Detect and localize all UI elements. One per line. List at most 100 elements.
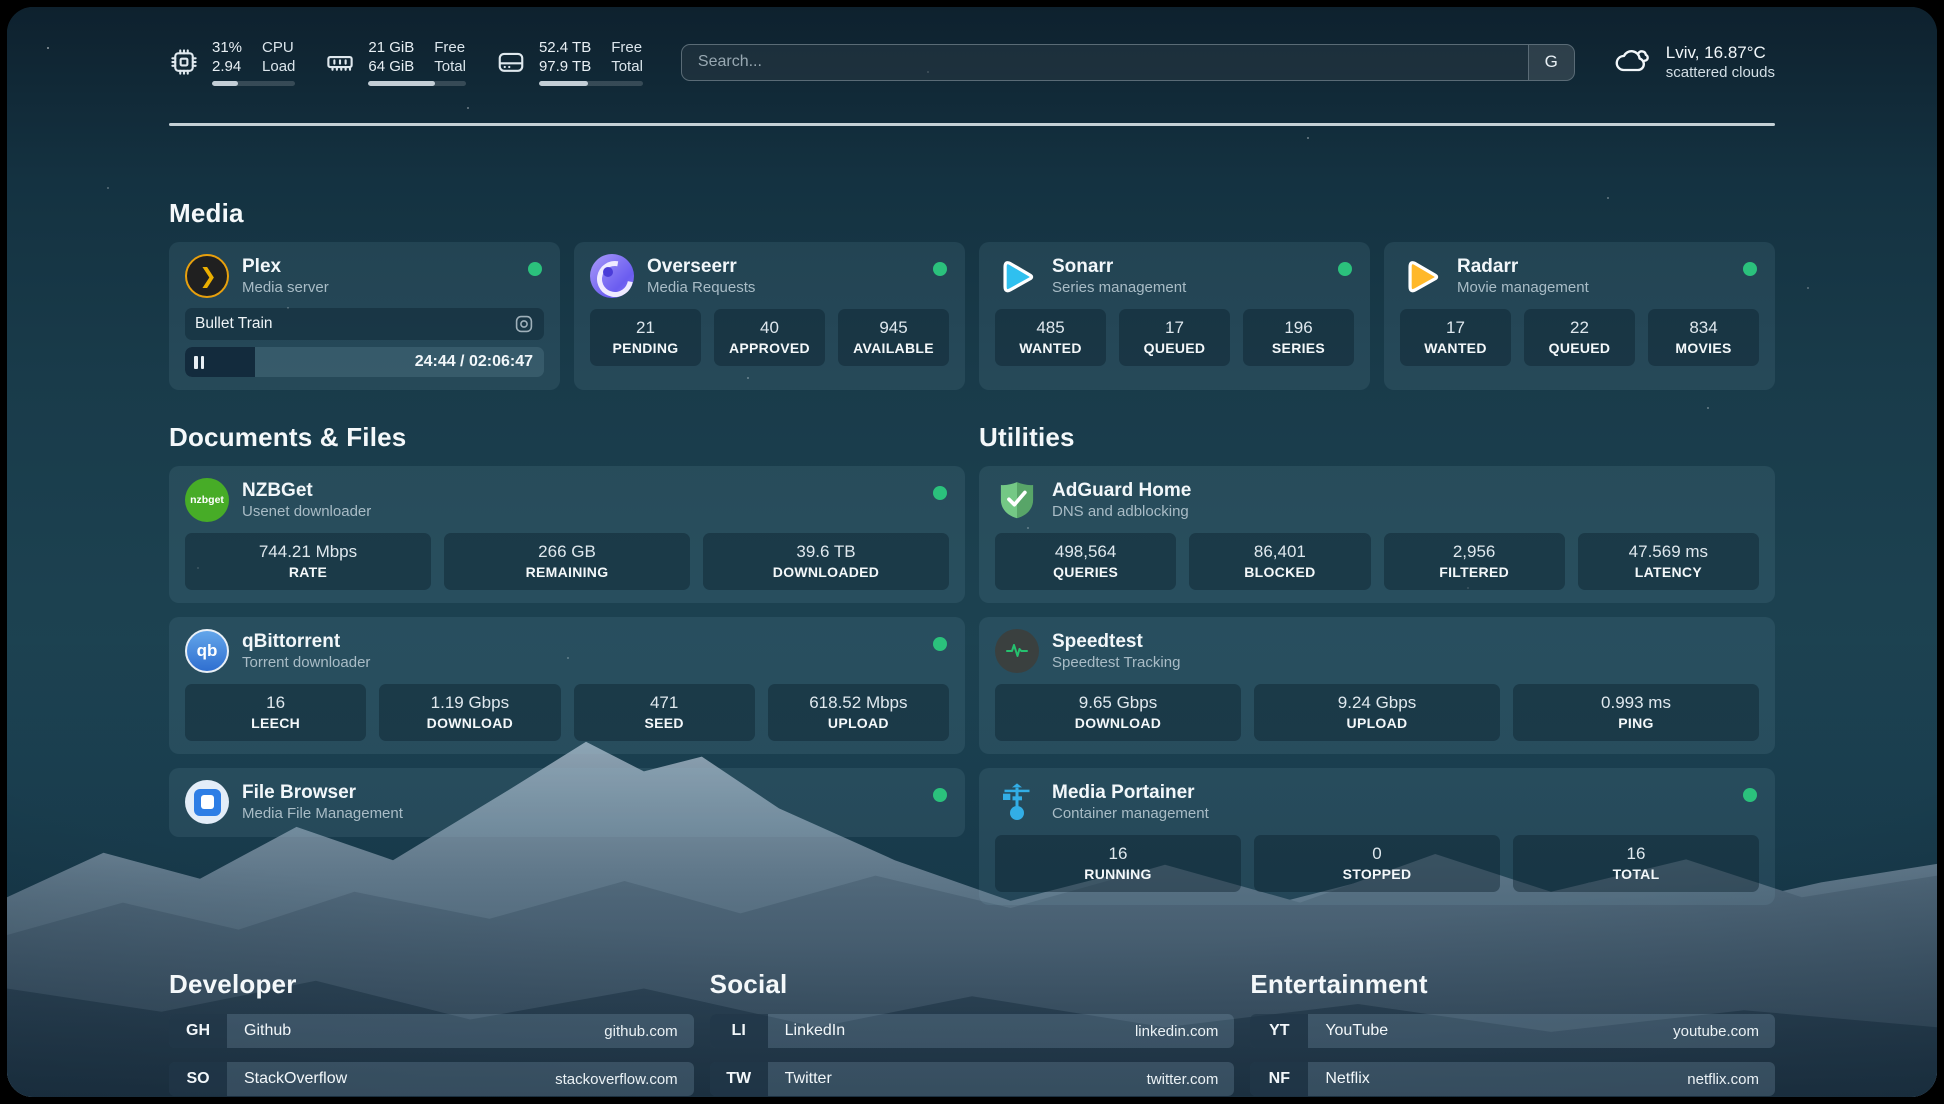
section-title-utilities: Utilities [979, 422, 1075, 452]
utilities-column: Utilities AdGuard Home DNS and [979, 422, 1775, 905]
stat-tile: 16 TOTAL [1513, 835, 1759, 892]
bookmark-linkedin[interactable]: LI LinkedIn linkedin.com [709, 1014, 1235, 1048]
app-card-qbittorrent[interactable]: qb qBittorrent Torrent downloader 16 LEE… [169, 617, 965, 754]
stat-value: 22 [1570, 318, 1589, 337]
stat-tile: 618.52 Mbps UPLOAD [767, 684, 949, 741]
stat-label: UPLOAD [827, 715, 889, 731]
app-description: Media File Management [242, 805, 403, 822]
stat-value: 47.569 ms [1628, 542, 1709, 561]
stat-tile: 17 QUEUED [1119, 309, 1230, 366]
dashboard: 31% 2.94 CPU Load [7, 7, 1937, 1097]
stat-tile: 1.19 Gbps DOWNLOAD [379, 684, 561, 741]
app-card-sonarr[interactable]: Sonarr Series management 485 WANTED 17 Q… [979, 242, 1370, 390]
app-description: Series management [1052, 279, 1187, 296]
stat-tile: 21 PENDING [590, 309, 701, 366]
stat-tile: 196 SERIES [1243, 309, 1354, 366]
adguard-icon [995, 478, 1039, 522]
app-card-speedtest[interactable]: Speedtest Speedtest Tracking 9.65 Gbps D… [979, 617, 1775, 754]
disk-total-value: 97.9 TB [538, 58, 592, 75]
bookmark-abbr: SO [169, 1062, 227, 1096]
nzbget-icon: nzbget [185, 478, 229, 522]
stat-value: 196 [1284, 318, 1313, 337]
app-card-portainer[interactable]: Media Portainer Container management 16 … [979, 768, 1775, 905]
cpu-label: CPU [262, 39, 294, 56]
stat-label: SERIES [1271, 340, 1326, 356]
bookmark-url: linkedin.com [1134, 1022, 1219, 1040]
memory-meter [368, 81, 466, 86]
status-dot [1338, 262, 1352, 276]
app-card-overseerr[interactable]: Overseerr Media Requests 21 PENDING 40 A… [574, 242, 965, 390]
stat-tile: 86,401 BLOCKED [1189, 533, 1371, 590]
stat-tile: 0.993 ms PING [1513, 684, 1759, 741]
app-name: Radarr [1457, 256, 1519, 277]
background-tint [7, 7, 1937, 1097]
bookmark-name: Github [244, 1022, 292, 1039]
stat-label: WANTED [1424, 340, 1487, 356]
stat-value: 0 [1372, 844, 1382, 863]
bookmark-name: StackOverflow [244, 1070, 348, 1087]
stat-label: APPROVED [729, 340, 810, 356]
cloud-icon [1613, 44, 1653, 81]
stat-tile: 16 LEECH [185, 684, 367, 741]
stat-value: 498,564 [1054, 542, 1117, 561]
status-dot [528, 262, 542, 276]
stat-tile: 40 APPROVED [714, 309, 825, 366]
stat-tile: 9.24 Gbps UPLOAD [1254, 684, 1500, 741]
stat-value: 16 [1108, 844, 1128, 863]
status-dot [1743, 788, 1757, 802]
cpu-widget: 31% 2.94 CPU Load [169, 38, 296, 86]
overseerr-icon [590, 254, 634, 298]
sonarr-icon [995, 254, 1039, 298]
stat-tile: 0 STOPPED [1254, 835, 1500, 892]
now-playing-title: Bullet Train [195, 315, 273, 332]
section-title-developer: Developer [169, 969, 297, 999]
stat-label: PENDING [612, 340, 679, 356]
stat-tile: 744.21 Mbps RATE [185, 533, 431, 590]
stat-label: WANTED [1019, 340, 1082, 356]
bookmark-stackoverflow[interactable]: SO StackOverflow stackoverflow.com [169, 1062, 694, 1096]
qbittorrent-icon: qb [185, 629, 229, 673]
app-card-nzbget[interactable]: nzbget NZBGet Usenet downloader 744.21 M… [169, 466, 965, 603]
weather-location-temp: Lviv, 16.87°C [1665, 43, 1766, 62]
app-name: NZBGet [242, 480, 313, 501]
app-name: Plex [242, 256, 282, 277]
bookmark-twitter[interactable]: TW Twitter twitter.com [709, 1062, 1235, 1096]
bookmark-abbr: NF [1250, 1062, 1309, 1096]
app-card-radarr[interactable]: Radarr Movie management 17 WANTED 22 QUE… [1384, 242, 1775, 390]
search-bar[interactable]: G [680, 43, 1575, 81]
stat-value: 86,401 [1253, 542, 1306, 561]
app-card-plex[interactable]: ❯ Plex Media server Bullet Train [169, 242, 560, 390]
stat-value: 834 [1689, 318, 1718, 337]
stat-label: REMAINING [525, 564, 609, 580]
bookmark-group-social: Social LI LinkedIn linkedin.com TW Twitt… [709, 969, 1235, 1097]
stat-label: RUNNING [1084, 866, 1152, 882]
bookmark-netflix[interactable]: NF Netflix netflix.com [1250, 1062, 1775, 1096]
cpu-load-value: 2.94 [212, 58, 242, 75]
top-bar: 31% 2.94 CPU Load [169, 33, 1775, 91]
memory-free-value: 21 GiB [368, 39, 415, 56]
pause-icon [194, 355, 204, 369]
app-card-filebrowser[interactable]: File Browser Media File Management [169, 768, 965, 837]
app-card-adguard[interactable]: AdGuard Home DNS and adblocking 498,564 … [979, 466, 1775, 603]
media-grid: ❯ Plex Media server Bullet Train [169, 242, 1775, 390]
bookmark-youtube[interactable]: YT YouTube youtube.com [1250, 1014, 1775, 1048]
stat-value: 17 [1446, 318, 1465, 337]
stat-label: QUEUED [1143, 340, 1206, 356]
bookmark-name: YouTube [1325, 1022, 1389, 1039]
bookmark-github[interactable]: GH Github github.com [169, 1014, 694, 1048]
disk-icon [496, 47, 526, 77]
stat-tile: 485 WANTED [995, 309, 1106, 366]
app-description: Speedtest Tracking [1052, 654, 1181, 671]
stat-label: LATENCY [1634, 564, 1702, 580]
ram-icon [325, 47, 355, 77]
app-name: qBittorrent [242, 631, 341, 652]
stat-value: 744.21 Mbps [258, 542, 358, 561]
disk-total-label: Total [611, 58, 643, 75]
search-input[interactable] [681, 44, 1528, 80]
search-provider-button[interactable]: G [1527, 44, 1574, 80]
documents-column: Documents & Files nzbget NZBGet Usenet d… [169, 422, 965, 837]
bookmark-group-entertainment: Entertainment YT YouTube youtube.com NF … [1250, 969, 1775, 1097]
bookmark-url: twitter.com [1146, 1070, 1219, 1088]
memory-widget: 21 GiB 64 GiB Free Total [325, 38, 466, 86]
stat-value: 21 [636, 318, 655, 337]
